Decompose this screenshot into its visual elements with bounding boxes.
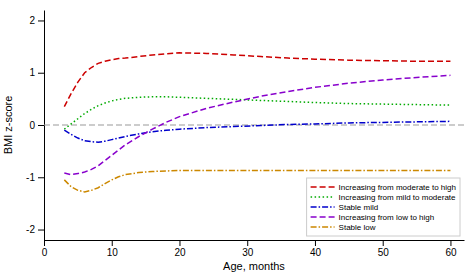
x-axis-title: Age, months (223, 260, 285, 272)
y-tick: 0 (29, 120, 44, 131)
x-tick-mark (179, 240, 180, 246)
y-tick: 2 (29, 15, 44, 26)
y-tick-mark (38, 20, 44, 21)
y-tick-mark (38, 73, 44, 74)
x-tick-mark (383, 240, 384, 246)
x-tick-mark (450, 240, 451, 246)
y-tick-label: -2 (26, 224, 35, 235)
legend-swatch (311, 196, 335, 198)
x-tick-label: 0 (42, 247, 48, 258)
x-tick-mark (247, 240, 248, 246)
x-tick-label: 10 (107, 247, 119, 258)
x-tick-label: 40 (310, 247, 322, 258)
y-tick: -2 (26, 224, 44, 235)
series-line (64, 75, 450, 174)
x-tick-mark (44, 240, 45, 246)
x-axis-line (45, 240, 465, 241)
x-tick-label: 20 (174, 247, 186, 258)
x-tick-mark (112, 240, 113, 246)
legend-swatch (311, 186, 335, 188)
x-tick-label: 60 (445, 247, 457, 258)
x-tick-label: 30 (242, 247, 254, 258)
x-tick: 50 (378, 240, 390, 258)
x-tick-mark (315, 240, 316, 246)
x-tick-label: 50 (378, 247, 390, 258)
legend-box (307, 178, 460, 236)
y-tick-mark (38, 125, 44, 126)
legend-swatch (311, 206, 335, 208)
chart: 0 10 20 30 40 50 60 -2 -1 0 1 2 Age, months BMI z-sco… (0, 0, 474, 274)
x-tick: 10 (107, 240, 119, 258)
x-tick: 20 (174, 240, 186, 258)
y-tick-mark (38, 177, 44, 178)
legend-swatch (311, 226, 335, 228)
legend-label: Increasing from moderate to high (339, 183, 456, 192)
y-tick-label: 0 (29, 120, 35, 131)
x-tick: 0 (42, 240, 48, 258)
legend: Increasing from moderate to highIncreasi… (307, 178, 460, 236)
legend-swatch (311, 216, 335, 218)
y-tick-mark (38, 230, 44, 231)
y-tick: 1 (29, 67, 44, 78)
x-tick: 60 (445, 240, 457, 258)
legend-label: Increasing from mild to moderate (339, 193, 456, 202)
x-tick: 40 (310, 240, 322, 258)
legend-label: Stable low (339, 223, 376, 232)
y-axis-title: BMI z-score (2, 96, 14, 155)
y-tick-label: 1 (29, 67, 35, 78)
legend-label: Stable mild (339, 203, 379, 212)
y-tick-label: -1 (26, 172, 35, 183)
y-tick: -1 (26, 172, 44, 183)
reference-line (44, 125, 464, 126)
series-line (64, 121, 450, 142)
plot-area (44, 53, 464, 192)
x-tick: 30 (242, 240, 254, 258)
series-line (64, 97, 450, 129)
x-axis: 0 10 20 30 40 50 60 (42, 240, 465, 258)
legend-label: Increasing from low to high (339, 213, 435, 222)
y-tick-label: 2 (29, 15, 35, 26)
y-axis: -2 -1 0 1 2 (26, 11, 44, 241)
